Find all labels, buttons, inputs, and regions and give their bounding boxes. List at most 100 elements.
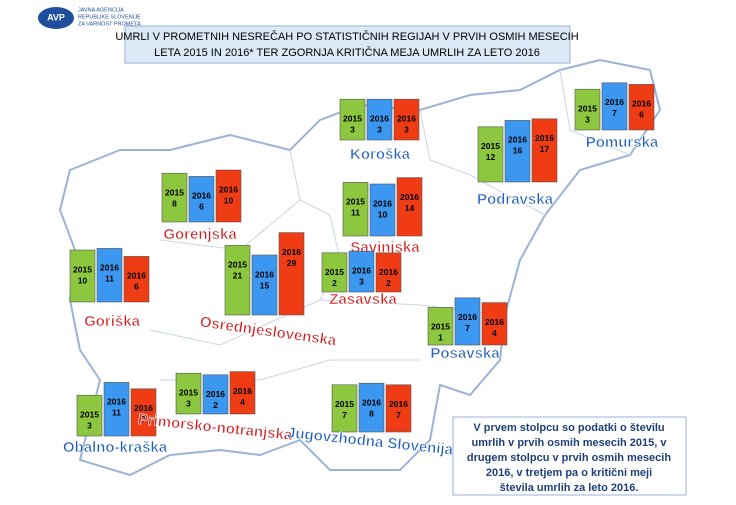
- bar-value: 16: [513, 146, 523, 156]
- bar-value: 7: [465, 323, 470, 333]
- bar-value: 1: [438, 333, 443, 343]
- bar: [481, 302, 508, 346]
- bar-value: 6: [199, 202, 204, 212]
- bar: [427, 307, 454, 346]
- title-line: UMRLI V PROMETNIH NESREČAH PO STATISTIČN…: [115, 30, 578, 43]
- bar: [130, 388, 157, 437]
- bar: [251, 254, 278, 316]
- note-line: V prvem stolpcu so podatki o številu: [473, 422, 664, 434]
- bar-value: 3: [359, 276, 364, 286]
- bar-value: 7: [342, 410, 347, 420]
- logo-line: ZA VARNOST PROMETA: [78, 21, 141, 27]
- bar-value: 2: [332, 278, 337, 288]
- note-box: [452, 416, 687, 496]
- bar: [531, 118, 558, 183]
- logo: AVP JAVNA AGENCIJA REPUBLIKE SLOVENIJE Z…: [38, 7, 141, 29]
- bar-value: 7: [396, 410, 401, 420]
- bar-year: 2016: [282, 247, 301, 257]
- note-line: drugem stolpcu v prvih osmih mesecih: [467, 452, 671, 464]
- bar-year: 2016: [605, 97, 624, 107]
- bar-year: 2015: [80, 409, 99, 419]
- bar-value: 29: [287, 258, 297, 268]
- bar-year: 2016: [362, 397, 381, 407]
- bar: [69, 249, 96, 303]
- bar-year: 2016: [192, 191, 211, 201]
- note: V prvem stolpcu so podatki o številu umrl…: [467, 422, 671, 494]
- bar-value: 3: [350, 124, 355, 134]
- bar-year: 2015: [481, 141, 500, 151]
- logo-line: JAVNA AGENCIJA: [78, 7, 124, 13]
- bar-value: 7: [141, 414, 146, 424]
- bar-year: 2016: [400, 192, 419, 202]
- regions: 201532016320163Koroška201532016720166Pom…: [63, 82, 659, 459]
- bar-year: 2015: [73, 264, 92, 274]
- bar-value: 3: [186, 398, 191, 408]
- bar-year: 2016: [379, 267, 398, 277]
- bar-year: 2016: [373, 198, 392, 208]
- bar: [229, 371, 256, 415]
- bar: [601, 82, 628, 131]
- bar-year: 2015: [335, 399, 354, 409]
- bar-year: 2015: [165, 187, 184, 197]
- bar-year: 2016: [485, 317, 504, 327]
- bar-year: 2016: [370, 113, 389, 123]
- bar-value: 8: [172, 198, 177, 208]
- bar-year: 2015: [431, 322, 450, 332]
- bar: [123, 256, 150, 303]
- title-line: LETA 2015 IN 2016* TER ZGORNJA KRITIČNA …: [154, 46, 540, 59]
- logo-badge: [38, 7, 74, 29]
- bar: [366, 98, 393, 141]
- region-name: Zasavska: [329, 291, 397, 308]
- note-line: 2016, v tretjem pa o kritični meji: [486, 467, 652, 479]
- bar-year: 2016: [352, 265, 371, 275]
- note-line: števila umrlih za leto 2016.: [500, 482, 639, 494]
- bar: [369, 183, 396, 237]
- bar-value: 3: [377, 124, 382, 134]
- bar-value: 14: [405, 203, 415, 213]
- bar-year: 2016: [206, 389, 225, 399]
- bar: [348, 250, 375, 293]
- bar-year: 2016: [535, 133, 554, 143]
- bar-year: 2016: [255, 269, 274, 279]
- region-name: Koroška: [350, 146, 411, 163]
- bar: [574, 88, 601, 131]
- bar-value: 12: [486, 152, 496, 162]
- bar-value: 10: [224, 195, 234, 205]
- bar-value: 7: [612, 108, 617, 118]
- bar-year: 2015: [179, 387, 198, 397]
- bar: [628, 84, 655, 131]
- bar-year: 2016: [458, 312, 477, 322]
- region-name: Posavska: [430, 345, 500, 362]
- bar: [175, 372, 202, 415]
- bar-value: 10: [78, 275, 88, 285]
- bar-value: 6: [134, 282, 139, 292]
- bar: [396, 177, 423, 237]
- region-name: Goriška: [84, 313, 141, 330]
- bar-year: 2016: [397, 113, 416, 123]
- title-box: [124, 25, 571, 64]
- bar-year: 2016: [100, 263, 119, 273]
- bar: [161, 172, 188, 223]
- bar-year: 2016: [134, 403, 153, 413]
- bar: [215, 169, 242, 223]
- bar: [454, 297, 481, 346]
- bar-year: 2015: [343, 113, 362, 123]
- bar: [393, 98, 420, 141]
- bar: [331, 384, 358, 433]
- bar-year: 2016: [127, 271, 146, 281]
- bar: [385, 384, 412, 433]
- bar: [224, 245, 251, 316]
- bar: [477, 126, 504, 183]
- bar: [103, 382, 130, 437]
- bar-value: 2: [386, 278, 391, 288]
- logo-mark: AVP: [47, 12, 65, 22]
- bar-year: 2015: [228, 260, 247, 270]
- bar-value: 3: [404, 124, 409, 134]
